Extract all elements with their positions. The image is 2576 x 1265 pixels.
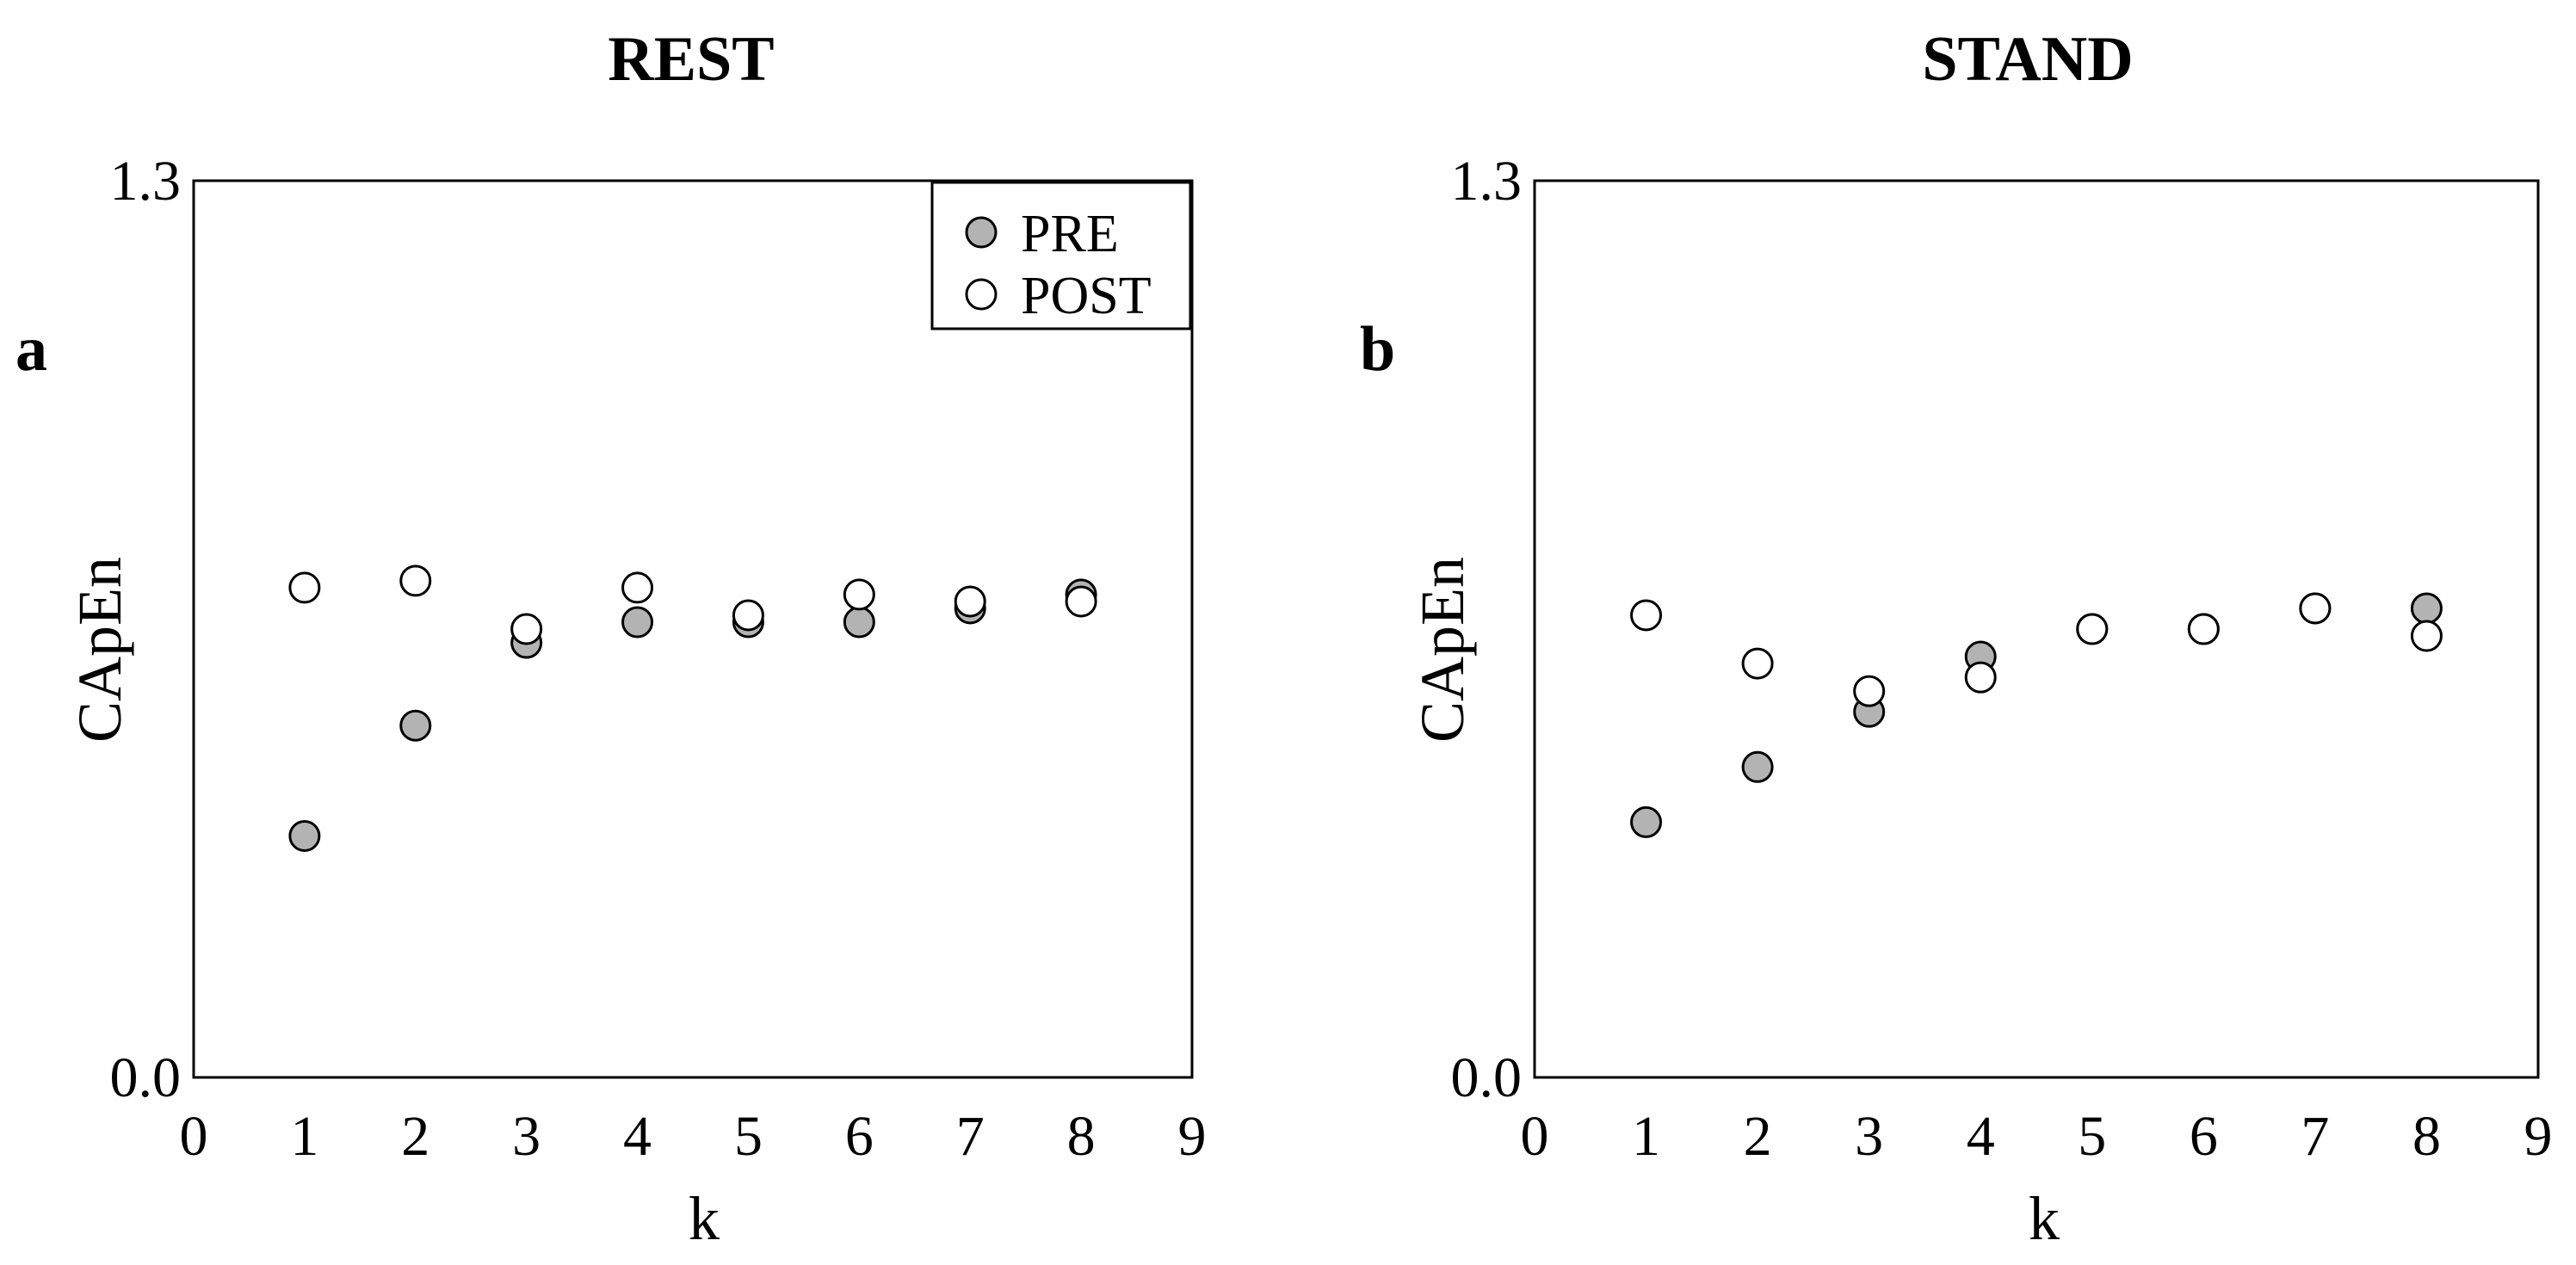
data-point-pre bbox=[621, 606, 654, 639]
y-axis-label: CApEn bbox=[65, 557, 134, 743]
data-point-post bbox=[2076, 613, 2109, 645]
y-tick-label: 0.0 bbox=[1451, 1046, 1523, 1109]
legend-marker-pre bbox=[965, 216, 998, 249]
x-tick-label: 4 bbox=[623, 1105, 652, 1168]
x-tick-label: 0 bbox=[1521, 1105, 1549, 1168]
data-point-post bbox=[732, 599, 764, 632]
data-point-post bbox=[1964, 661, 1997, 694]
data-point-post bbox=[2187, 613, 2220, 645]
data-point-pre bbox=[2410, 592, 2443, 625]
x-tick-label: 3 bbox=[1855, 1105, 1883, 1168]
x-axis-label: k bbox=[2029, 1184, 2060, 1253]
y-axis-label: CApEn bbox=[1408, 557, 1477, 743]
data-point-pre bbox=[1741, 750, 1774, 783]
panel-letter: b bbox=[1360, 314, 1395, 385]
y-tick-label: 1.3 bbox=[110, 150, 182, 213]
x-tick-label: 3 bbox=[512, 1105, 541, 1168]
x-tick-label: 5 bbox=[2078, 1105, 2106, 1168]
x-tick-label: 1 bbox=[290, 1105, 318, 1168]
data-point-post bbox=[1630, 599, 1663, 632]
x-tick-label: 0 bbox=[180, 1105, 208, 1168]
data-point-post bbox=[2299, 592, 2332, 625]
data-point-post bbox=[843, 578, 875, 611]
panel-title: STAND bbox=[1922, 24, 2133, 95]
data-point-post bbox=[1741, 647, 1774, 680]
plot-area bbox=[1533, 179, 2540, 1079]
data-point-pre bbox=[1630, 805, 1663, 838]
x-tick-label: 9 bbox=[2524, 1105, 2553, 1168]
legend-label: PRE bbox=[1021, 205, 1119, 263]
data-point-post bbox=[288, 571, 321, 604]
panel-title: REST bbox=[608, 24, 774, 95]
y-ticks: 0.0 1.3 bbox=[110, 150, 182, 1109]
data-point-post bbox=[399, 565, 432, 597]
x-tick-label: 9 bbox=[1178, 1105, 1207, 1168]
markers bbox=[288, 565, 1097, 852]
data-point-post bbox=[954, 585, 986, 618]
data-point-post bbox=[1853, 675, 1886, 707]
x-ticks: 0 1 2 3 4 5 6 7 8 9 bbox=[1521, 1105, 2553, 1168]
data-point-post bbox=[2410, 620, 2443, 652]
panel-letter: a bbox=[15, 314, 47, 385]
panel-stand: STAND b CApEn k 0 1 2 3 4 5 6 7 8 9 0.0 1.3 bbox=[1360, 24, 2553, 1253]
x-tick-label: 6 bbox=[2190, 1105, 2218, 1168]
data-point-pre bbox=[288, 819, 321, 852]
x-tick-label: 7 bbox=[2301, 1105, 2329, 1168]
x-tick-label: 1 bbox=[1632, 1105, 1660, 1168]
plot-area bbox=[192, 179, 1194, 1079]
x-tick-label: 4 bbox=[1967, 1105, 1995, 1168]
x-axis-label: k bbox=[689, 1184, 720, 1253]
data-point-pre bbox=[843, 606, 875, 639]
y-ticks: 0.0 1.3 bbox=[1451, 150, 1523, 1109]
data-point-post bbox=[510, 613, 543, 645]
x-tick-label: 8 bbox=[1067, 1105, 1096, 1168]
x-tick-label: 5 bbox=[734, 1105, 763, 1168]
x-tick-label: 2 bbox=[401, 1105, 429, 1168]
markers bbox=[1630, 592, 2443, 838]
x-tick-label: 8 bbox=[2412, 1105, 2441, 1168]
legend-label: POST bbox=[1021, 267, 1152, 325]
y-tick-label: 1.3 bbox=[1451, 150, 1523, 213]
legend-marker-post bbox=[965, 278, 998, 311]
y-tick-label: 0.0 bbox=[110, 1046, 182, 1109]
x-tick-label: 6 bbox=[845, 1105, 874, 1168]
x-tick-label: 2 bbox=[1744, 1105, 1772, 1168]
data-point-post bbox=[621, 571, 654, 604]
x-tick-label: 7 bbox=[956, 1105, 985, 1168]
x-ticks: 0 1 2 3 4 5 6 7 8 9 bbox=[180, 1105, 1207, 1168]
data-point-pre bbox=[399, 709, 432, 742]
data-point-post bbox=[1065, 585, 1097, 618]
